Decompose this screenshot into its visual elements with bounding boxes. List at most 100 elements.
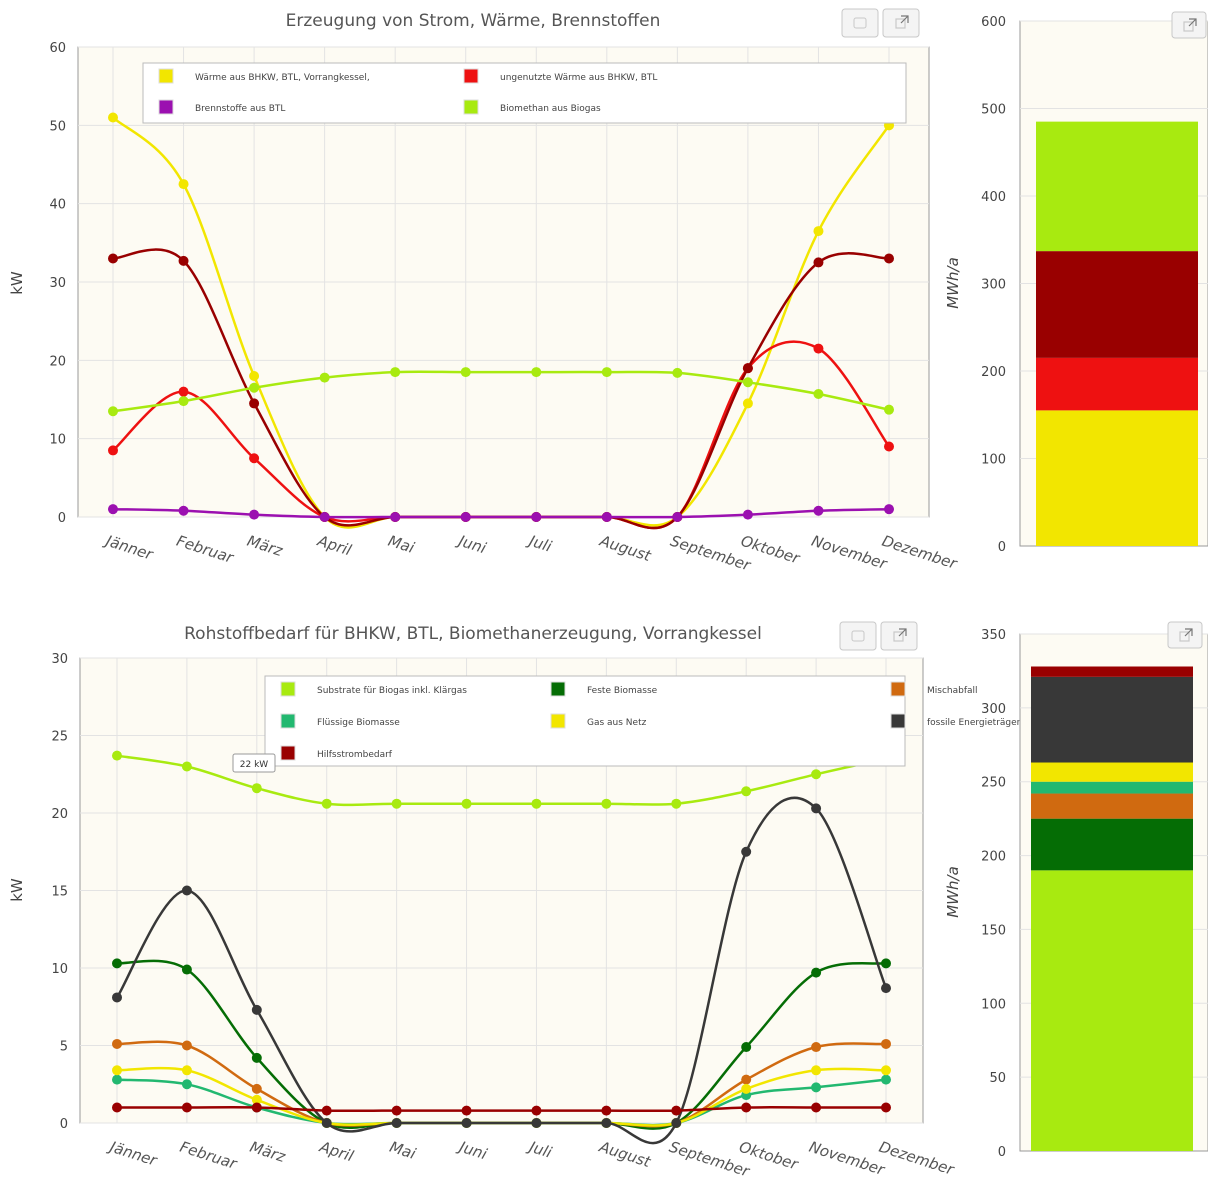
data-point[interactable] — [181, 964, 192, 975]
data-point[interactable] — [251, 1052, 262, 1063]
data-point[interactable] — [811, 1082, 822, 1093]
data-point[interactable] — [391, 1118, 402, 1128]
legend-item[interactable]: Brennstoffe aus BTL — [158, 99, 285, 115]
data-point[interactable] — [881, 1065, 891, 1076]
data-point[interactable] — [249, 398, 260, 409]
data-point[interactable] — [884, 253, 894, 264]
data-point[interactable] — [251, 783, 262, 794]
data-point[interactable] — [531, 512, 542, 522]
data-point[interactable] — [181, 1079, 192, 1090]
stack-segment[interactable] — [1031, 818, 1193, 871]
data-point[interactable] — [251, 1004, 262, 1015]
legend-item[interactable]: fossile Energieträger — [890, 713, 1021, 729]
data-point[interactable] — [108, 445, 118, 456]
data-point[interactable] — [460, 367, 471, 378]
data-point[interactable] — [671, 1118, 682, 1128]
data-point[interactable] — [741, 1074, 752, 1085]
data-point[interactable] — [531, 1105, 542, 1116]
data-point[interactable] — [321, 1105, 332, 1116]
data-point[interactable] — [811, 967, 822, 978]
data-point[interactable] — [181, 1102, 192, 1113]
data-point[interactable] — [319, 512, 330, 522]
data-point[interactable] — [319, 372, 330, 383]
data-point[interactable] — [181, 761, 192, 772]
data-point[interactable] — [108, 112, 118, 123]
data-point[interactable] — [461, 798, 472, 809]
data-point[interactable] — [671, 1105, 682, 1116]
data-point[interactable] — [742, 377, 753, 388]
data-point[interactable] — [249, 371, 260, 381]
camera-button[interactable] — [841, 8, 879, 38]
data-point[interactable] — [671, 798, 682, 809]
data-point[interactable] — [390, 367, 401, 378]
data-point[interactable] — [178, 396, 189, 407]
data-point[interactable] — [249, 382, 260, 393]
stack-segment[interactable] — [1031, 762, 1193, 782]
data-point[interactable] — [112, 1074, 122, 1085]
expand-button[interactable] — [882, 8, 920, 38]
data-point[interactable] — [178, 255, 189, 266]
data-point[interactable] — [881, 1074, 891, 1085]
data-point[interactable] — [884, 441, 894, 452]
data-point[interactable] — [181, 1065, 192, 1076]
expand-button[interactable] — [1167, 621, 1203, 649]
stack-segment[interactable] — [1031, 666, 1193, 677]
expand-button[interactable] — [1171, 11, 1207, 39]
data-point[interactable] — [531, 798, 542, 809]
data-point[interactable] — [741, 786, 752, 797]
data-point[interactable] — [108, 253, 118, 264]
data-point[interactable] — [881, 958, 891, 969]
legend-item[interactable]: Biomethan aus Biogas — [463, 99, 601, 115]
data-point[interactable] — [811, 1102, 822, 1113]
data-point[interactable] — [251, 1094, 262, 1105]
data-point[interactable] — [178, 505, 189, 516]
data-point[interactable] — [881, 1038, 891, 1049]
data-point[interactable] — [742, 398, 753, 409]
data-point[interactable] — [741, 1042, 752, 1053]
data-point[interactable] — [181, 1040, 192, 1051]
data-point[interactable] — [531, 367, 542, 378]
data-point[interactable] — [813, 389, 824, 400]
data-point[interactable] — [391, 798, 402, 809]
data-point[interactable] — [390, 512, 401, 522]
legend-item[interactable]: Substrate für Biogas inkl. Klärgas — [280, 681, 467, 697]
data-point[interactable] — [112, 1102, 122, 1113]
data-point[interactable] — [461, 1105, 472, 1116]
data-point[interactable] — [741, 1083, 752, 1094]
legend-item[interactable]: Flüssige Biomasse — [280, 713, 400, 729]
data-point[interactable] — [672, 367, 683, 378]
data-point[interactable] — [321, 798, 332, 809]
data-point[interactable] — [672, 512, 683, 522]
data-point[interactable] — [742, 509, 753, 520]
legend-item[interactable]: Gas aus Netz — [550, 713, 647, 729]
legend-item[interactable]: Hilfsstrombedarf — [280, 745, 393, 761]
stack-segment[interactable] — [1031, 781, 1193, 794]
data-point[interactable] — [112, 750, 122, 761]
data-point[interactable] — [321, 1118, 332, 1128]
data-point[interactable] — [741, 846, 752, 857]
data-point[interactable] — [108, 504, 118, 515]
data-point[interactable] — [181, 885, 192, 896]
legend-item[interactable]: Feste Biomasse — [550, 681, 658, 697]
legend-item[interactable]: ungenutzte Wärme aus BHKW, BTL — [463, 68, 657, 84]
legend-item[interactable]: Wärme aus BHKW, BTL, Vorrangkessel, — [158, 68, 370, 84]
data-point[interactable] — [249, 509, 260, 520]
data-point[interactable] — [601, 1105, 612, 1116]
data-point[interactable] — [813, 257, 824, 268]
data-point[interactable] — [112, 1038, 122, 1049]
data-point[interactable] — [811, 1042, 822, 1053]
data-point[interactable] — [881, 983, 891, 994]
data-point[interactable] — [178, 386, 189, 397]
data-point[interactable] — [251, 1102, 262, 1113]
data-point[interactable] — [601, 512, 612, 522]
data-point[interactable] — [112, 958, 122, 969]
data-point[interactable] — [813, 226, 824, 237]
data-point[interactable] — [112, 992, 122, 1003]
data-point[interactable] — [112, 1065, 122, 1076]
data-point[interactable] — [742, 363, 753, 374]
data-point[interactable] — [249, 453, 260, 464]
data-point[interactable] — [601, 367, 612, 378]
stack-segment[interactable] — [1031, 793, 1193, 819]
data-point[interactable] — [461, 1118, 472, 1128]
camera-button[interactable] — [839, 621, 877, 651]
